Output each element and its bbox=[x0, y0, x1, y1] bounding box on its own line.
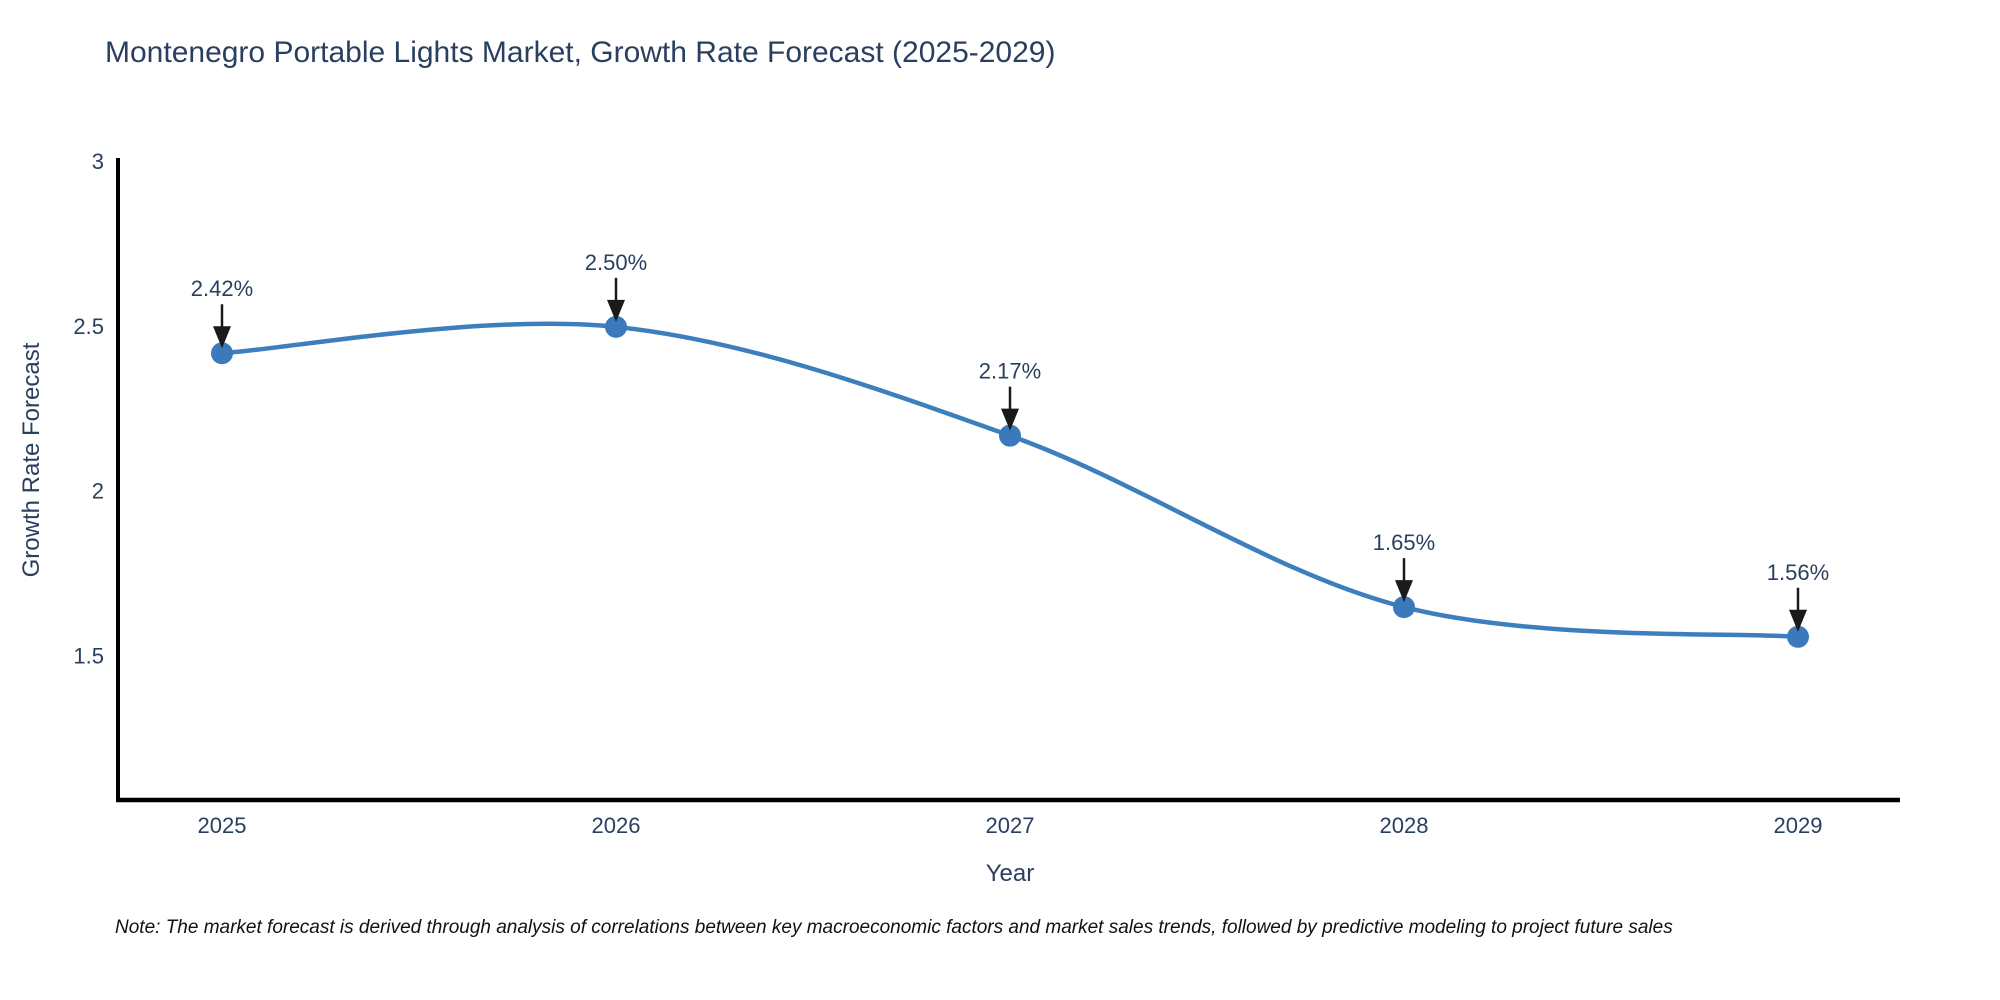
annotation-arrowhead-icon bbox=[1789, 609, 1807, 632]
annotation-arrowhead-icon bbox=[213, 326, 231, 349]
x-tick-label: 2029 bbox=[1774, 813, 1823, 838]
footnote: Note: The market forecast is derived thr… bbox=[115, 917, 1673, 938]
annotation-arrowhead-icon bbox=[1395, 580, 1413, 603]
annotation-label: 2.17% bbox=[979, 359, 1041, 384]
x-tick-label: 2027 bbox=[986, 813, 1035, 838]
y-tick-label: 3 bbox=[92, 149, 104, 174]
annotation-label: 2.50% bbox=[585, 250, 647, 275]
annotation-arrowhead-icon bbox=[1001, 408, 1019, 431]
data-point-marker-2025[interactable] bbox=[211, 342, 233, 365]
data-point-marker-2026[interactable] bbox=[605, 315, 627, 338]
y-tick-label: 2 bbox=[92, 479, 104, 504]
chart-title: Montenegro Portable Lights Market, Growt… bbox=[105, 36, 1056, 69]
data-point-marker-2027[interactable] bbox=[999, 424, 1021, 447]
y-tick-label: 1.5 bbox=[73, 644, 104, 669]
x-axis-title: Year bbox=[985, 860, 1035, 887]
y-axis-title: Growth Rate Forecast bbox=[18, 342, 45, 578]
annotation-arrowhead-icon bbox=[607, 299, 625, 322]
annotation-label: 1.65% bbox=[1373, 530, 1435, 555]
x-tick-label: 2028 bbox=[1380, 813, 1429, 838]
x-tick-label: 2026 bbox=[592, 813, 641, 838]
annotation-label: 1.56% bbox=[1767, 560, 1829, 585]
annotation-label: 2.42% bbox=[191, 276, 253, 301]
x-tick-label: 2025 bbox=[198, 813, 247, 838]
data-point-marker-2029[interactable] bbox=[1787, 625, 1809, 648]
y-tick-label: 2.5 bbox=[73, 314, 104, 339]
data-point-marker-2028[interactable] bbox=[1393, 596, 1415, 619]
